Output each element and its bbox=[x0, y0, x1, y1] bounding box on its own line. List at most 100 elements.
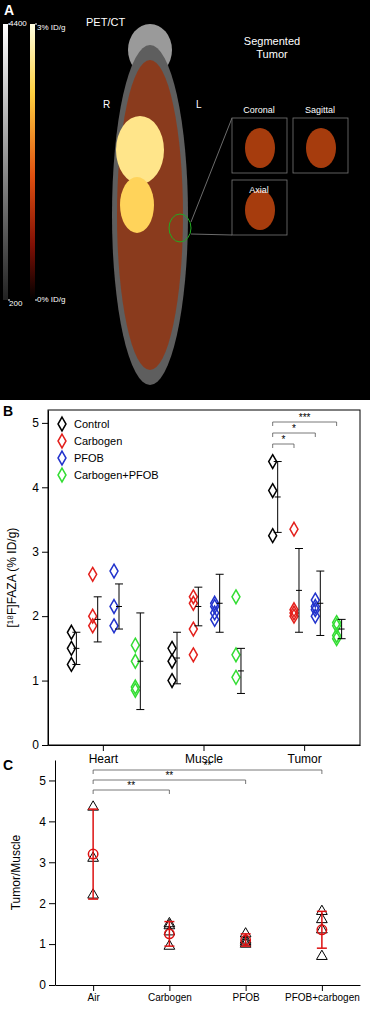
error-bar bbox=[173, 632, 181, 684]
y-axis-tick-label: 3 bbox=[32, 545, 39, 559]
y-axis-tick-label: 0 bbox=[32, 738, 39, 752]
mean-tick bbox=[238, 670, 244, 671]
data-point bbox=[110, 564, 118, 578]
error-bar bbox=[194, 587, 202, 626]
mean-tick bbox=[217, 603, 223, 604]
mean-marker bbox=[317, 925, 326, 934]
error-bar bbox=[164, 922, 174, 947]
error-bar bbox=[237, 648, 245, 693]
legend-label: Control bbox=[74, 418, 109, 430]
error-cap bbox=[115, 583, 123, 584]
y-axis-title: Tumor/Muscle bbox=[9, 834, 23, 910]
inset-title: SegmentedTumor bbox=[244, 35, 300, 60]
legend-item: Carbogen bbox=[58, 434, 122, 448]
mean-tick bbox=[174, 658, 180, 659]
data-point bbox=[189, 648, 197, 662]
significance-bracket: ** bbox=[93, 780, 169, 794]
legend-label: Carbogen+PFOB bbox=[74, 469, 159, 481]
series bbox=[89, 522, 303, 661]
error-cap bbox=[317, 911, 327, 913]
significance-label: *** bbox=[299, 412, 311, 423]
y-axis-tick-mark bbox=[49, 903, 55, 904]
y-axis-tick: 2 bbox=[39, 897, 55, 911]
significance-bracket: * bbox=[273, 423, 316, 437]
error-cap bbox=[274, 532, 282, 533]
error-bar bbox=[295, 549, 303, 633]
tumor-outline bbox=[169, 214, 191, 242]
colorbar: 2004400 bbox=[3, 19, 27, 308]
error-cap bbox=[295, 632, 303, 633]
error-cap bbox=[216, 632, 224, 633]
inset-box bbox=[232, 118, 287, 173]
legend-symbol bbox=[58, 434, 66, 448]
x-axis-tick-label: PFOB bbox=[233, 992, 261, 1003]
legend-item: Control bbox=[58, 417, 109, 431]
colorbar-label: 4400 bbox=[9, 19, 27, 28]
figure-svg: 20044003% ID/g0% ID/gAPET/CTRLSegmentedT… bbox=[0, 0, 370, 1009]
legend-symbol bbox=[58, 451, 66, 465]
x-axis-tick: Heart bbox=[89, 745, 119, 766]
x-axis-tick-label: Air bbox=[88, 992, 101, 1003]
data-point bbox=[131, 683, 139, 697]
data-point bbox=[88, 801, 99, 810]
x-axis-tick-label: PFOB+carbogen bbox=[285, 992, 360, 1003]
legend-item: PFOB bbox=[58, 451, 104, 465]
significance-label: ** bbox=[127, 780, 135, 791]
y-axis-tick-label: 2 bbox=[32, 609, 39, 623]
y-axis-tick-mark bbox=[49, 985, 55, 986]
significance-label: * bbox=[281, 434, 285, 445]
error-cap bbox=[88, 898, 98, 900]
error-cap bbox=[194, 625, 202, 626]
mean-marker bbox=[165, 929, 174, 938]
y-axis-tick-label: 4 bbox=[32, 481, 39, 495]
error-cap bbox=[338, 619, 346, 620]
significance-label: ** bbox=[204, 760, 212, 771]
orientation-label: R bbox=[103, 99, 110, 110]
error-cap bbox=[274, 461, 282, 462]
data-point bbox=[317, 950, 328, 959]
y-axis-line bbox=[55, 761, 56, 986]
y-axis-tick: 4 bbox=[39, 815, 55, 829]
x-axis-tick-label: Heart bbox=[89, 752, 119, 766]
panel-letter: C bbox=[3, 757, 13, 773]
data-point bbox=[189, 596, 197, 610]
error-cap bbox=[115, 629, 123, 630]
data-point bbox=[232, 590, 240, 604]
error-bar bbox=[338, 619, 346, 638]
y-axis-tick-mark bbox=[49, 821, 55, 822]
y-axis-tick-label: 1 bbox=[32, 674, 39, 688]
data-point bbox=[168, 654, 176, 668]
y-axis-tick-mark bbox=[49, 780, 55, 781]
inset-label: Sagittal bbox=[305, 105, 335, 115]
y-axis-tick: 3 bbox=[32, 545, 48, 559]
panel-a: 20044003% ID/g0% ID/gAPET/CTRLSegmentedT… bbox=[0, 0, 370, 400]
colorbar-bar bbox=[3, 24, 8, 300]
x-axis-tick: Carbogen bbox=[148, 985, 192, 1003]
y-axis-tick-label: 5 bbox=[32, 416, 39, 430]
error-bar bbox=[241, 934, 251, 946]
y-axis-tick-mark bbox=[42, 681, 48, 682]
colorbar-label: 3% ID/g bbox=[37, 23, 65, 32]
inset-tumor bbox=[245, 128, 275, 168]
inset-box bbox=[232, 180, 287, 235]
marks bbox=[67, 455, 345, 710]
y-axis: 0 1 2 3 4 5 bbox=[32, 411, 48, 753]
panel-letter: A bbox=[4, 2, 14, 18]
y-axis-tick-mark bbox=[42, 487, 48, 488]
error-cap bbox=[295, 548, 303, 549]
y-axis-tick: 3 bbox=[39, 856, 55, 870]
y-axis-tick-mark bbox=[42, 745, 48, 746]
error-cap bbox=[317, 947, 327, 949]
error-cap bbox=[164, 921, 174, 923]
x-axis-tick: Tumor bbox=[288, 745, 322, 766]
series bbox=[131, 590, 345, 710]
y-axis: 012345 bbox=[39, 761, 55, 993]
y-axis-tick: 2 bbox=[32, 609, 48, 623]
legend-item: Carbogen+PFOB bbox=[58, 468, 159, 482]
connector bbox=[191, 118, 232, 222]
mean-tick bbox=[195, 606, 201, 607]
y-axis-tick-label: 2 bbox=[39, 897, 46, 911]
x-axis-tick: PFOB+carbogen bbox=[285, 985, 360, 1003]
x-axis-tick-mark bbox=[204, 745, 205, 751]
y-axis-tick-mark bbox=[49, 862, 55, 863]
